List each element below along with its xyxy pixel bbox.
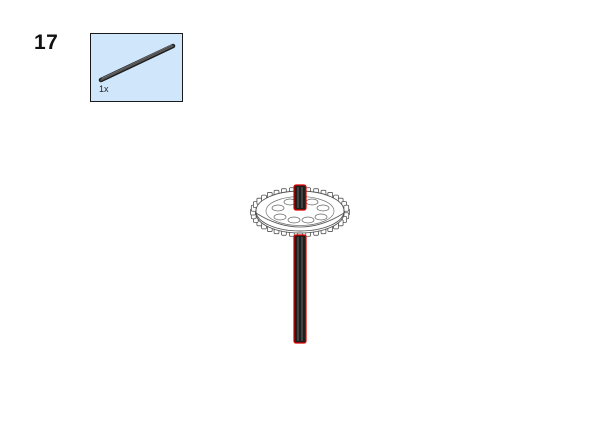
part-quantity: 1x bbox=[99, 84, 109, 94]
step-number: 17 bbox=[34, 31, 59, 54]
axle-icon bbox=[293, 184, 307, 344]
axle-part-icon bbox=[98, 43, 176, 83]
gear-tooth bbox=[343, 204, 350, 212]
parts-callout: 1x bbox=[90, 33, 183, 102]
assembly-model bbox=[240, 175, 360, 355]
